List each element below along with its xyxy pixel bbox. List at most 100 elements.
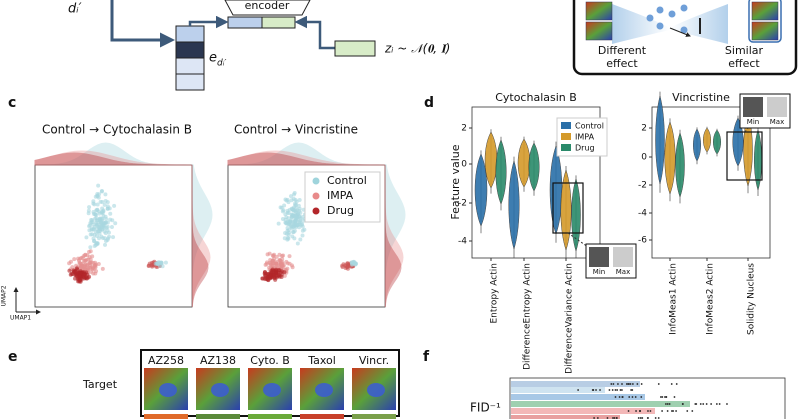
embedding-row [175,25,205,43]
cell-image [196,414,240,419]
scatter-point [285,226,290,231]
axis-title: FID⁻¹ [470,401,501,415]
violin [508,160,520,250]
cell-image [144,414,188,419]
scatter-point [93,230,98,235]
latent-dot [680,4,688,12]
point [657,383,660,385]
violin [703,127,711,153]
scatter-point [290,265,295,270]
panel-label: d [424,95,434,111]
arrow [110,0,175,48]
y-tick-label: 2 [461,124,467,134]
scatter-point [282,203,287,208]
scatter-point [102,202,107,207]
scatter-point [163,260,168,265]
point [606,417,609,419]
scatter-point [88,260,93,265]
scatter-point [95,208,100,213]
plot-title: Vincristine [672,91,730,104]
latent-dot [680,26,688,34]
point [596,417,599,419]
point [665,396,668,398]
scatter-point [87,249,92,254]
point [617,383,619,385]
point [621,383,623,385]
bar [511,415,620,419]
point [619,389,622,391]
scatter-point [103,198,108,203]
cell-image [585,1,613,21]
scatter-point [276,221,281,226]
scatter-point [92,244,97,249]
scatter-point [98,220,103,225]
point [615,417,618,419]
scatter-point [79,264,84,269]
point [640,396,643,398]
scatter-point [108,217,113,222]
point [702,403,705,405]
point [668,403,671,405]
legend-label: Drug [575,144,595,153]
point [647,410,649,412]
violin [528,142,540,192]
scatter-point [113,221,118,226]
point [646,417,649,419]
scatter-point [284,198,289,203]
legend-label: Drug [327,204,354,217]
y-tick-label: 2 [641,124,647,134]
scatter-point [84,270,89,275]
point [614,396,617,398]
scatter-point [90,232,95,237]
embedding-symbol: e [209,51,217,66]
scatter-point [295,215,300,220]
point [657,417,660,419]
scatter-point [88,245,93,250]
scatter-point [97,192,102,197]
legend-label: Control [575,122,604,131]
scatter-point [91,199,96,204]
point [614,389,617,391]
scatter-point [67,261,72,266]
x-tick-label: Solidity Nucleus [747,263,757,335]
scatter-point [90,218,95,223]
point [616,389,619,391]
scatter-point [150,262,155,267]
scatter-point [291,196,296,201]
legend-label: Control [327,174,367,187]
scatter-point [94,269,99,274]
embedding-row [175,41,205,59]
scatter-point [105,206,110,211]
noise-vector [334,40,376,57]
panel-label: e [8,349,18,365]
scatter-point [353,261,358,266]
scatter-point [298,237,303,242]
scatter-point [280,209,285,214]
inset-text: Different [598,44,647,57]
y-tick-label: 0 [641,153,647,163]
plot-frame [471,106,601,259]
scale-label: Max [616,268,630,276]
cell-image [751,1,779,21]
legend-marker [561,144,571,151]
violin [664,121,676,195]
scatter-point [75,270,80,275]
plot-title: Control → Vincristine [234,123,358,137]
nucleus [315,383,333,397]
scatter-point [291,230,296,235]
point [628,396,631,398]
scatter-point [79,277,84,282]
arrow [188,15,229,29]
scatter-point [97,224,102,229]
point [595,389,597,391]
plot-title: Cytochalasin B [495,91,577,104]
scatter-point [282,270,287,275]
gray-image [613,247,633,267]
panel-label: f [423,349,430,365]
point [639,417,642,419]
legend-marker [312,192,320,200]
scatter-point [267,251,272,256]
point [621,396,624,398]
connector [567,232,589,248]
marginal-density [227,152,386,166]
